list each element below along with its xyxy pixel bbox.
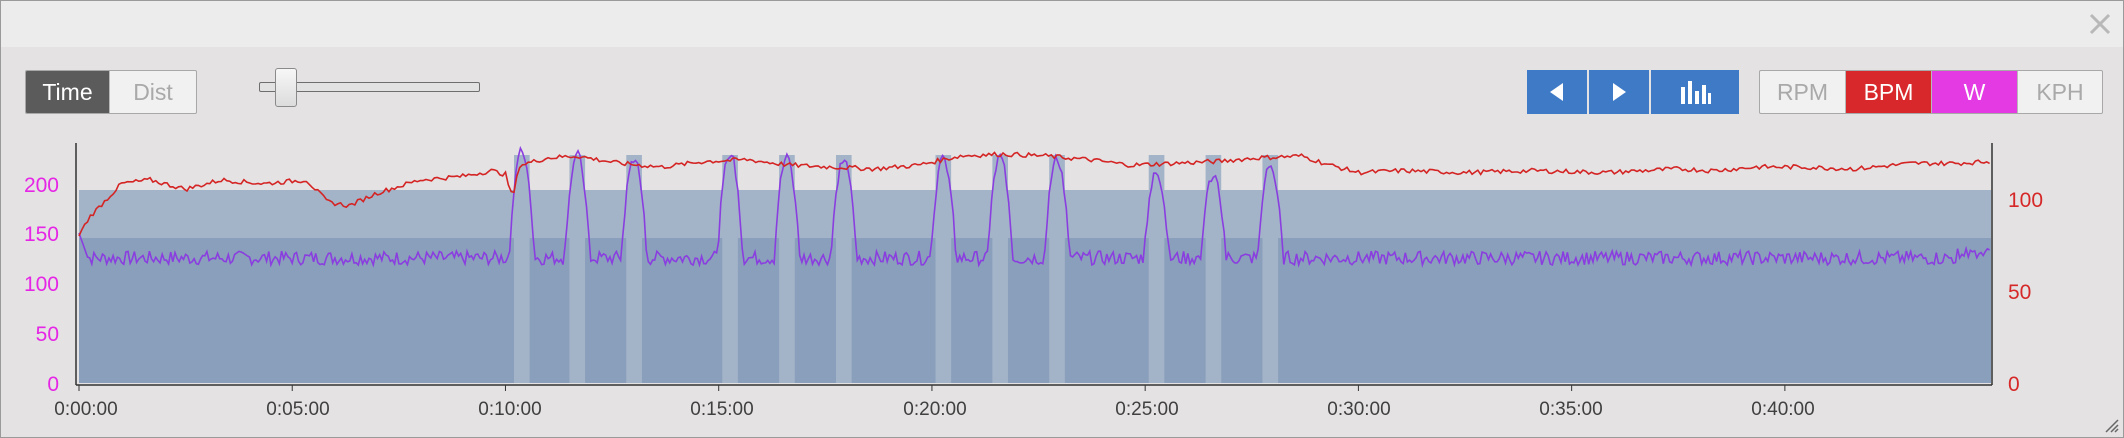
metric-toggle-group: RPM BPM W KPH [1759,70,2103,114]
heart-rate-series-line [78,151,1990,237]
zone-interval [1049,155,1065,383]
x-tick: 0:40:00 [1751,399,1815,420]
watts-button[interactable]: W [1932,71,2018,113]
resize-grip-icon[interactable] [2103,417,2119,433]
power-series-line [78,145,1990,269]
rpm-button[interactable]: RPM [1760,71,1846,113]
zone-interval [1205,155,1222,383]
x-tick: 0:15:00 [690,399,754,420]
zone-interval [513,155,530,383]
close-icon[interactable] [2085,9,2115,39]
x-tick: 0:30:00 [1327,399,1391,420]
x-tick: 0:25:00 [1115,399,1179,420]
bar-chart-icon [1681,81,1711,104]
zone-interval [722,155,738,383]
zone-interval [569,155,586,383]
bpm-button[interactable]: BPM [1846,71,1932,113]
y-right-tick-100: 100 [2008,189,2044,212]
bar-chart-button[interactable] [1651,70,1739,114]
zone-interval [835,155,852,383]
x-tick: 0:10:00 [478,399,542,420]
y-left-tick-100: 100 [23,273,59,296]
zoom-slider-track[interactable] [259,82,480,92]
x-tick: 0:20:00 [903,399,967,420]
time-dist-toggle: Time Dist [25,70,197,114]
triangle-left-icon [1550,83,1563,101]
prev-button[interactable] [1527,70,1587,114]
y-left-tick-0: 0 [47,373,59,396]
zoom-slider-thumb[interactable] [275,68,297,107]
zone-interval [626,155,642,383]
y-left-tick-50: 50 [35,323,59,346]
y-left-tick-200: 200 [23,174,59,197]
zone-interval [992,155,1008,383]
x-tick: 0:00:00 [54,399,118,420]
next-button[interactable] [1589,70,1649,114]
x-tick: 0:35:00 [1539,399,1603,420]
zone-interval [1148,155,1165,383]
zone-interval [1262,155,1279,383]
triangle-right-icon [1613,83,1626,101]
zone-interval [779,155,795,383]
dist-button[interactable]: Dist [133,78,173,105]
y-right-tick-0: 0 [2008,373,2020,396]
kph-button[interactable]: KPH [2036,78,2084,105]
title-bar [1,1,2123,47]
time-button[interactable]: Time [26,71,110,113]
y-right-tick-50: 50 [2008,281,2032,304]
zone-interval [935,155,952,383]
x-tick: 0:05:00 [266,399,330,420]
y-left-tick-150: 150 [23,223,59,246]
